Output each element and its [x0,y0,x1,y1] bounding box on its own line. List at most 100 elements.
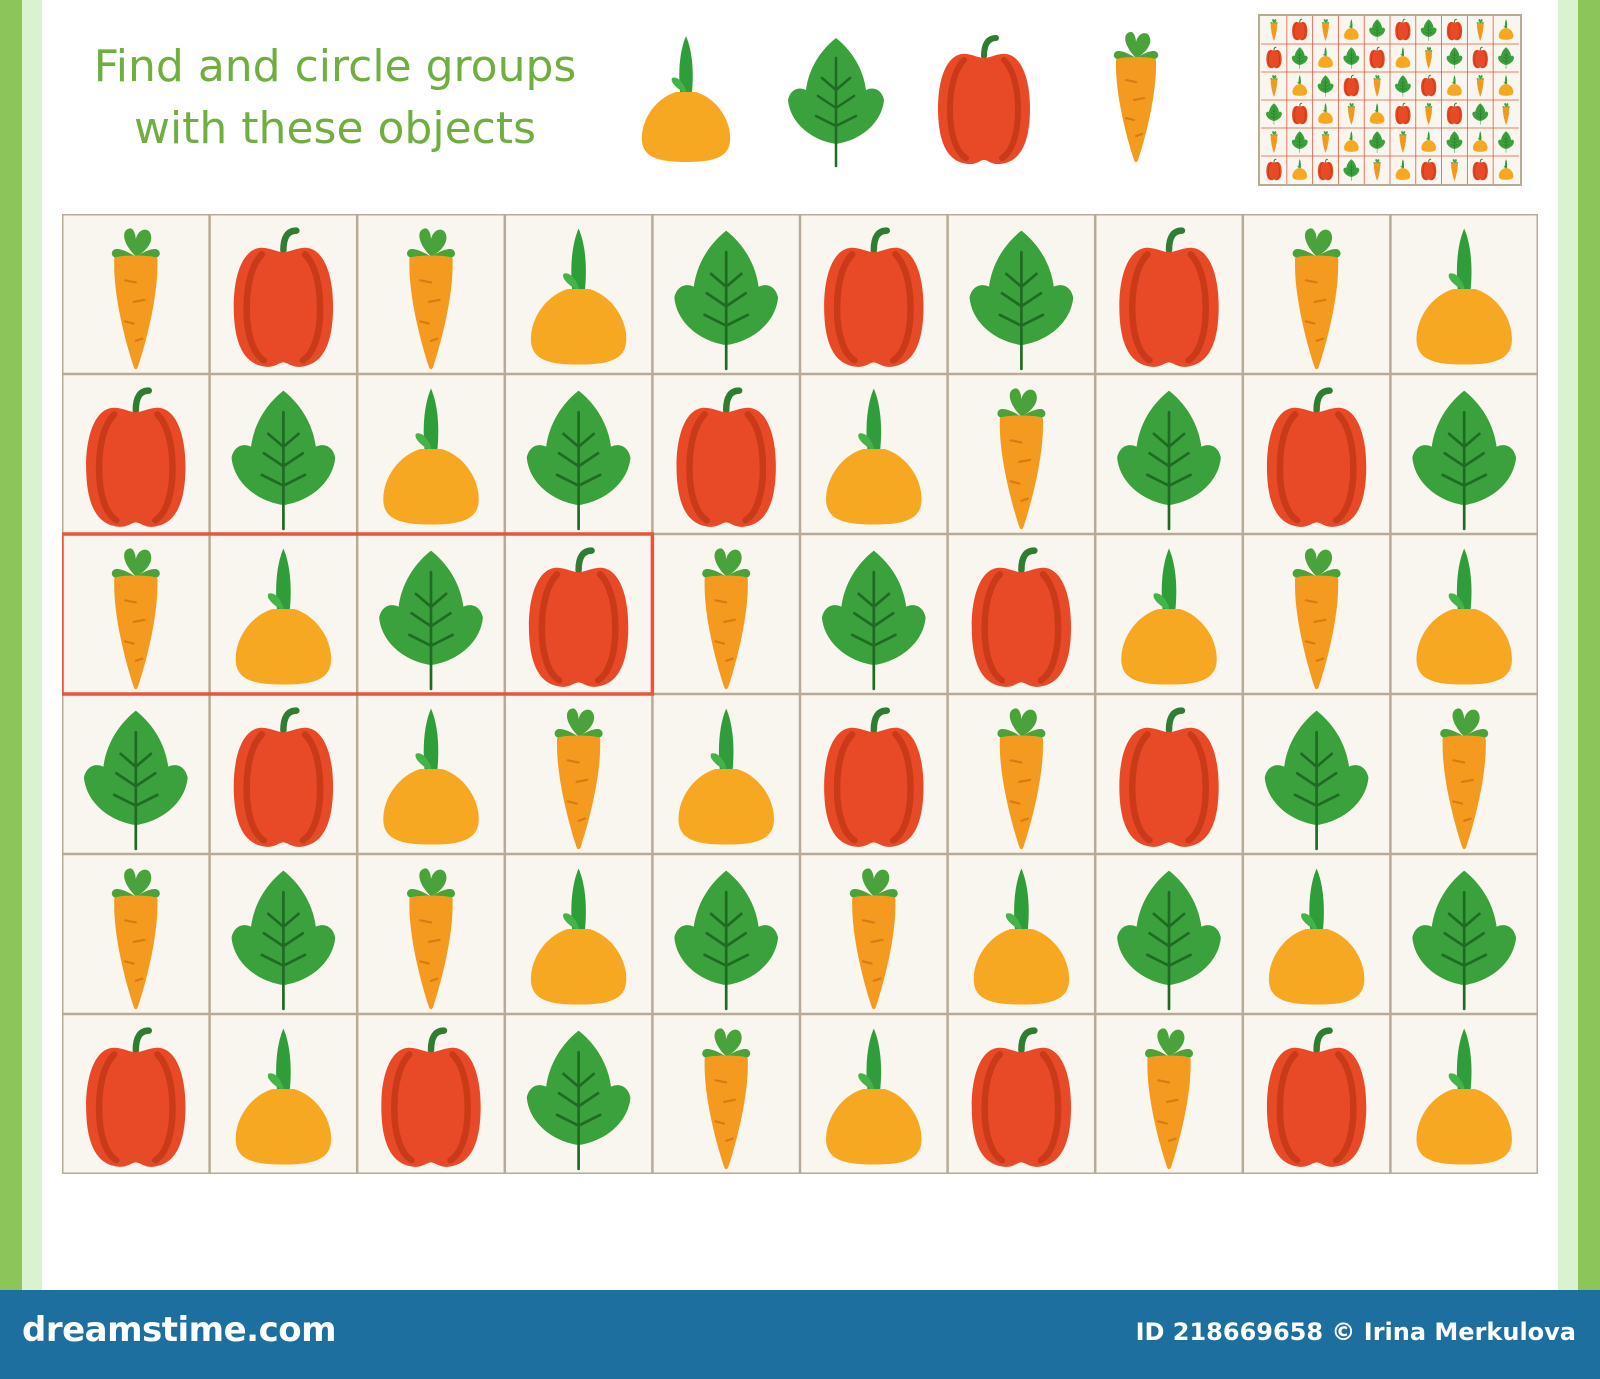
grid-cell[interactable] [359,696,503,852]
carrot-icon [111,548,160,690]
pepper-icon [528,547,629,687]
grid-cell[interactable] [802,1016,946,1172]
leaf-icon [231,390,336,531]
grid-cell[interactable] [1392,856,1536,1012]
thumb-carrot-icon [1476,74,1484,97]
grid-cell[interactable] [212,216,356,372]
grid-cell[interactable] [64,536,208,692]
target-pepper [934,30,1034,174]
grid-cell[interactable] [359,1016,503,1172]
grid-cell[interactable] [64,856,208,1012]
grid-cell[interactable] [507,696,651,852]
grid-cell[interactable] [507,216,651,372]
grid-cell[interactable] [359,376,503,532]
grid-cell[interactable] [654,376,798,532]
grid-cell[interactable] [802,536,946,692]
grid-cell[interactable] [950,1016,1094,1172]
grid-cell[interactable] [1245,376,1389,532]
leaf-icon [1264,710,1369,851]
thumb-leaf-icon [1343,159,1360,181]
thumb-leaf-icon [1291,47,1308,69]
thumb-onion-icon [1292,74,1308,96]
leaf-icon [83,710,188,851]
grid-cell[interactable] [802,856,946,1012]
grid-cell[interactable] [654,696,798,852]
grid-cell[interactable] [1392,376,1536,532]
grid-cell[interactable] [212,1016,356,1172]
grid-cell[interactable] [212,536,356,692]
grid-cell[interactable] [359,216,503,372]
grid-cell[interactable] [507,856,651,1012]
thumb-leaf-icon [1472,103,1489,125]
pepper-icon [1266,1027,1367,1167]
onion-icon [641,36,731,162]
grid-cell[interactable] [1097,536,1241,692]
thumb-leaf-icon [1343,47,1360,69]
grid-cell[interactable] [1097,216,1241,372]
thumb-pepper-icon [1472,158,1488,181]
grid-cell[interactable] [950,216,1094,372]
grid-cell[interactable] [507,1016,651,1172]
thumb-leaf-icon [1394,75,1411,97]
grid-cell[interactable] [64,1016,208,1172]
grid-cell[interactable] [802,376,946,532]
thumb-carrot-icon [1270,130,1278,153]
thumb-leaf-icon [1317,75,1334,97]
grid-cell[interactable] [1245,856,1389,1012]
onion-icon [235,1028,332,1165]
grid-cell[interactable] [1245,216,1389,372]
grid-cell[interactable] [1392,1016,1536,1172]
grid-cell[interactable] [212,696,356,852]
thumb-pepper-icon [1421,74,1437,97]
grid-cell[interactable] [654,856,798,1012]
grid-cell[interactable] [1245,1016,1389,1172]
thumb-leaf-icon [1369,19,1386,41]
grid-cell[interactable] [64,216,208,372]
thumb-onion-icon [1498,74,1514,96]
leaf-icon [1412,390,1517,531]
grid-cell[interactable] [507,536,651,692]
pepper-icon [1119,707,1219,847]
grid-cell[interactable] [1245,696,1389,852]
grid-cell[interactable] [1097,856,1241,1012]
grid-cell[interactable] [1392,536,1536,692]
puzzle-grid[interactable] [62,214,1538,1174]
footer-logo: dreamstime.com [22,1310,337,1350]
pepper-icon [824,227,924,367]
thumb-onion-icon [1421,130,1437,152]
thumb-pepper-icon [1395,18,1411,41]
grid-cell[interactable] [654,216,798,372]
target-carrot [1086,16,1186,180]
grid-cell[interactable] [359,856,503,1012]
grid-cell[interactable] [654,1016,798,1172]
grid-cell[interactable] [1097,1016,1241,1172]
grid-cell[interactable] [654,536,798,692]
onion-icon [678,708,774,845]
grid-cell[interactable] [1097,696,1241,852]
grid-cell[interactable] [507,376,651,532]
thumb-onion-icon [1472,130,1488,152]
grid-cell[interactable] [1392,216,1536,372]
grid-cell[interactable] [950,376,1094,532]
grid-cell[interactable] [950,696,1094,852]
footer-credit: ID 218669658 © Irina Merkulova [1135,1318,1576,1346]
thumb-carrot-icon [1347,102,1356,125]
grid-cell[interactable] [950,536,1094,692]
grid-cell[interactable] [802,696,946,852]
grid-cell[interactable] [802,216,946,372]
grid-cell[interactable] [212,376,356,532]
grid-cell[interactable] [950,856,1094,1012]
grid-cell[interactable] [64,696,208,852]
grid-cell[interactable] [1097,376,1241,532]
grid-cell[interactable] [359,536,503,692]
grid-cell[interactable] [64,376,208,532]
onion-icon [1121,548,1217,685]
grid-cell[interactable] [1392,696,1536,852]
carrot-icon [554,708,603,850]
thumb-carrot-icon [1373,158,1381,181]
target-onion [636,30,736,174]
thumb-pepper-icon [1266,46,1282,69]
grid-cell[interactable] [1245,536,1389,692]
grid-cell[interactable] [212,856,356,1012]
carrot-icon [997,388,1046,530]
